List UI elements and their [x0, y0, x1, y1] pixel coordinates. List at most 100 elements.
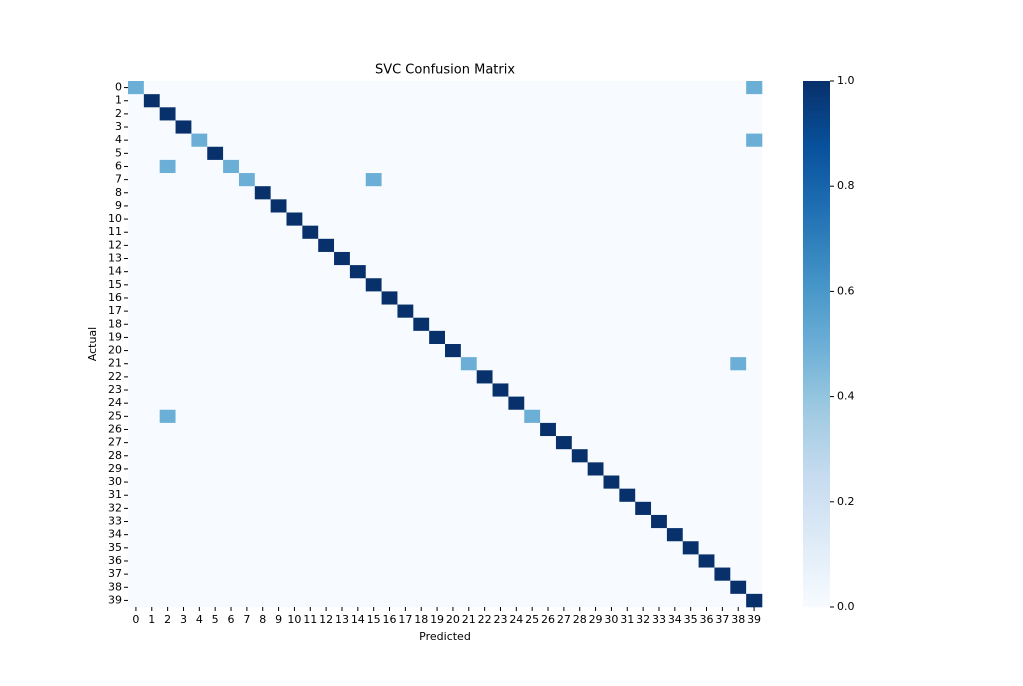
heatmap-cell — [365, 94, 382, 108]
heatmap-cell — [191, 186, 208, 200]
heatmap-cell — [207, 225, 224, 240]
heatmap-cell — [365, 212, 382, 226]
heatmap-cell — [476, 409, 493, 424]
heatmap-cell — [476, 107, 493, 121]
heatmap-cell — [318, 580, 335, 595]
heatmap-cell — [635, 107, 652, 121]
heatmap-cell — [730, 120, 747, 134]
heatmap-cell — [555, 501, 573, 516]
heatmap-cell — [286, 251, 303, 266]
heatmap-cell — [128, 344, 145, 358]
heatmap-cell — [555, 567, 573, 581]
heatmap-cell — [603, 94, 620, 108]
heatmap-cell — [334, 567, 351, 581]
heatmap-cell — [555, 146, 573, 161]
heatmap-cell — [746, 330, 763, 345]
heatmap-cell — [286, 541, 303, 555]
heatmap-cell — [397, 251, 414, 266]
heatmap-cell — [619, 199, 636, 213]
heatmap-cell — [651, 436, 668, 450]
heatmap-cell — [714, 501, 731, 516]
heatmap-cell — [397, 475, 414, 489]
heatmap-cell — [270, 199, 287, 213]
heatmap-cell — [413, 383, 430, 397]
heatmap-cell — [128, 475, 145, 489]
heatmap-cell — [318, 291, 335, 305]
heatmap-cell — [445, 462, 462, 476]
heatmap-cell — [445, 475, 462, 489]
heatmap-cell — [365, 528, 382, 542]
heatmap-cell — [682, 94, 699, 108]
heatmap-cell — [524, 265, 541, 279]
heatmap-cell — [730, 317, 747, 332]
heatmap-cell — [254, 501, 271, 516]
heatmap-cell — [318, 133, 335, 148]
heatmap-cell — [413, 173, 430, 187]
heatmap-cell — [460, 501, 477, 516]
heatmap-cell — [651, 462, 668, 476]
heatmap-cell — [571, 357, 588, 371]
heatmap-cell — [746, 186, 763, 200]
heatmap-cell — [413, 462, 430, 476]
heatmap-cell — [555, 304, 573, 318]
heatmap-cell — [413, 304, 430, 318]
heatmap-cell — [619, 462, 636, 476]
heatmap-cell — [666, 422, 684, 437]
heatmap-cell — [746, 501, 763, 516]
heatmap-cell — [635, 396, 652, 411]
heatmap-cell — [365, 265, 382, 279]
heatmap-cell — [619, 94, 636, 108]
heatmap-cell — [476, 317, 493, 332]
heatmap-cell — [492, 475, 509, 489]
heatmap-cell — [492, 554, 509, 568]
heatmap-cell — [349, 344, 367, 358]
heatmap-cell — [571, 514, 588, 529]
y-tick-label: 19 — [108, 330, 122, 343]
heatmap-cell — [619, 265, 636, 279]
heatmap-cell — [254, 212, 271, 226]
heatmap-cell — [302, 133, 319, 148]
heatmap-cell — [349, 449, 367, 463]
heatmap-cell — [191, 133, 208, 148]
heatmap-cell — [508, 225, 525, 240]
heatmap-cell — [175, 436, 192, 450]
heatmap-cell — [413, 514, 430, 529]
heatmap-cell — [476, 528, 493, 542]
heatmap-cell — [682, 554, 699, 568]
heatmap-cell — [397, 541, 414, 555]
heatmap-cell — [635, 133, 652, 148]
heatmap-cell — [666, 278, 684, 292]
x-tick-label: 14 — [351, 613, 365, 626]
heatmap-cell — [666, 436, 684, 450]
heatmap-cell — [524, 330, 541, 345]
heatmap-cell — [128, 462, 145, 476]
heatmap-cell — [302, 291, 319, 305]
x-tick-label: 31 — [620, 613, 634, 626]
heatmap-cell — [365, 554, 382, 568]
y-tick-label: 10 — [108, 212, 122, 225]
heatmap-cell — [238, 580, 256, 595]
heatmap-cell — [318, 488, 335, 503]
heatmap-cell — [445, 199, 462, 213]
heatmap-cell — [254, 304, 271, 318]
heatmap-cell — [159, 159, 176, 174]
heatmap-cell — [524, 146, 541, 161]
heatmap-cell — [143, 488, 160, 503]
heatmap-cell — [318, 107, 335, 121]
y-tick-label: 8 — [115, 186, 122, 199]
heatmap-cell — [476, 580, 493, 595]
heatmap-cell — [619, 120, 636, 134]
heatmap-cell — [698, 146, 715, 161]
heatmap-cell — [207, 501, 224, 516]
heatmap-cell — [476, 541, 493, 555]
heatmap-cell — [128, 291, 145, 305]
heatmap-cell — [143, 238, 160, 253]
heatmap-cell — [682, 330, 699, 345]
heatmap-cell — [698, 554, 715, 568]
heatmap-cell — [460, 238, 477, 253]
heatmap-cell — [651, 225, 668, 240]
heatmap-cell — [397, 396, 414, 411]
heatmap-cell — [603, 422, 620, 437]
heatmap-cell — [666, 449, 684, 463]
heatmap-cell — [238, 173, 256, 187]
